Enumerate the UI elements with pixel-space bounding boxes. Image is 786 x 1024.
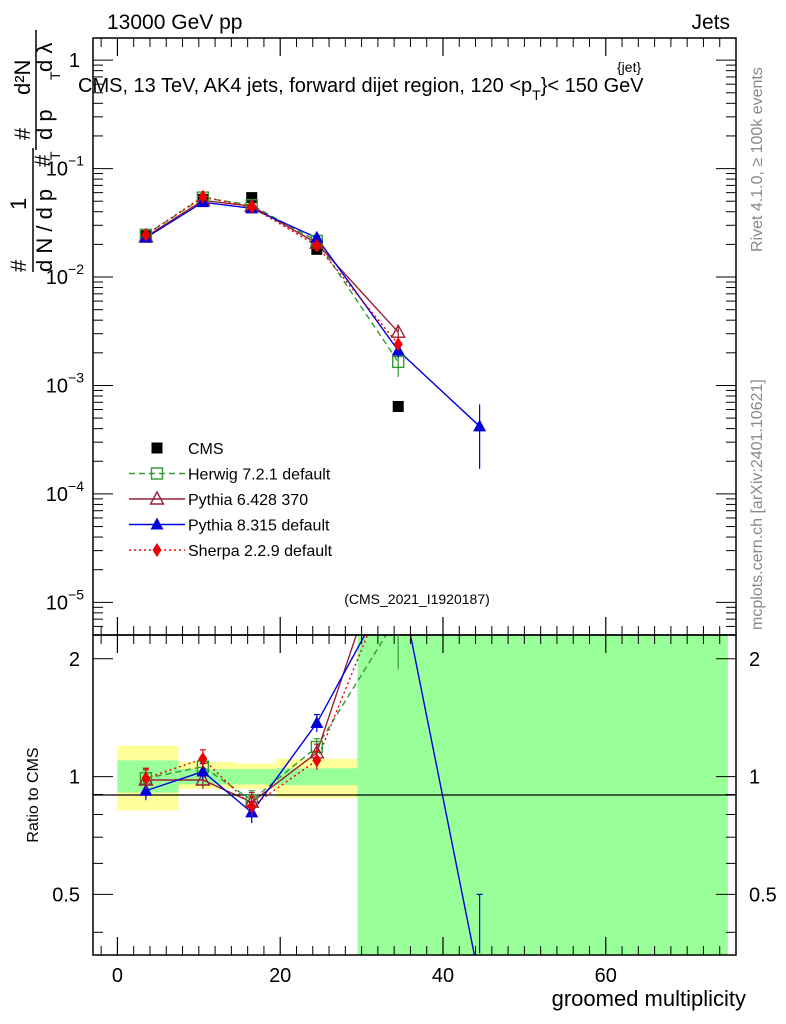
ratio-tick-label-left-2: 2 <box>69 649 80 671</box>
y-tick-label-5: 1 <box>69 50 80 72</box>
sherpa-2-2-9-default-ratio-point-2 <box>247 799 257 814</box>
svg-text:T: T <box>47 151 63 160</box>
herwig-7-2-1-default-ratio-point-4 <box>393 610 404 621</box>
pythia-8-315-default-point-3 <box>310 230 324 243</box>
pythia-8-315-default-ratio-point-3 <box>310 716 324 729</box>
pythia-6-428-370-line <box>145 199 399 333</box>
sherpa-2-2-9-default-point-0 <box>141 227 151 242</box>
pythia-6-428-370-ratio-point-1 <box>195 771 211 786</box>
y-tick-label-3: 10−2 <box>46 261 84 289</box>
legend-label: Sherpa 2.2.9 default <box>188 543 333 560</box>
pythia-8-315-default-point-5 <box>473 419 487 432</box>
legend-marker <box>152 543 162 557</box>
pythia-8-315-default-ratio-line <box>145 635 476 955</box>
legend-marker <box>151 442 163 454</box>
main-series-markers <box>138 189 487 469</box>
cms-point-4 <box>392 400 404 412</box>
header-right: Jets <box>691 11 730 34</box>
sherpa-2-2-9-default-ratio-point-1 <box>198 751 208 766</box>
y-tick-label-4: 10−1 <box>46 153 84 181</box>
ratio-y-axis-label: Ratio to CMS <box>25 747 42 842</box>
y-tick-label-2: 10−3 <box>46 369 84 397</box>
y-tick-label-1: 10−4 <box>46 478 84 506</box>
legend-entry-pythia-8-315-default: Pythia 8.315 default <box>129 517 330 535</box>
mcplots-reference: mcplots.cern.ch [arXiv:2401.10621] <box>749 379 766 630</box>
pythia-8-315-default-line <box>145 201 481 427</box>
ratio-tick-label-left-1: 1 <box>69 767 80 789</box>
cms-point-2 <box>246 192 258 204</box>
ratio-tick-label-right-0: 0.5 <box>749 884 777 906</box>
pythia-6-428-370-ratio-point-4 <box>392 503 405 515</box>
sherpa-2-2-9-default-point-4 <box>393 337 403 352</box>
chart-title: CMS, 13 TeV, AK4 jets, forward dijet reg… <box>78 75 644 103</box>
x-tick-label-40: 40 <box>432 965 454 987</box>
legend-marker <box>150 467 164 480</box>
legend-label: CMS <box>188 441 224 458</box>
legend-entry-herwig-7-2-1-default: Herwig 7.2.1 default <box>129 467 331 484</box>
pythia-8-315-default-ratio-point-5 <box>473 974 486 986</box>
header-left: 13000 GeV pp <box>107 11 242 34</box>
ratio-tick-label-right-2: 2 <box>749 649 760 671</box>
pythia-8-315-default-ratio-point-0 <box>139 783 153 796</box>
sherpa-2-2-9-default-point-2 <box>247 200 257 215</box>
x-axis-label: groomed multiplicity <box>552 986 746 1011</box>
x-tick-label-20: 20 <box>269 965 291 987</box>
sherpa-2-2-9-default-ratio-point-4 <box>394 552 403 566</box>
svg-text:#: # <box>30 154 55 167</box>
svg-text:#: # <box>10 127 35 140</box>
legend-marker <box>149 490 165 505</box>
ratio-stat-band-3 <box>276 768 358 786</box>
legend-entry-pythia-6-428-370: Pythia 6.428 370 <box>129 490 308 509</box>
chart-title-superscript: {jet} <box>617 59 641 75</box>
legend-entry-sherpa-2-2-9-default: Sherpa 2.2.9 default <box>129 543 333 560</box>
x-tick-label-0: 0 <box>112 965 123 987</box>
svg-text:#: # <box>6 259 31 272</box>
ratio-plot-frame <box>92 634 737 956</box>
pythia-8-315-default-ratio-point-1 <box>196 764 210 777</box>
y-axis-label: # 1 d N / d p # T d²N # d p T d λ <box>6 30 63 272</box>
legend-entry-cms: CMS <box>151 441 224 458</box>
svg-text:1: 1 <box>6 198 31 210</box>
svg-text:d²N: d²N <box>10 60 35 95</box>
sherpa-2-2-9-default-point-3 <box>312 238 322 253</box>
legend-label: Herwig 7.2.1 default <box>188 467 331 484</box>
ratio-series-markers <box>138 503 486 986</box>
herwig-7-2-1-default-line <box>145 196 399 363</box>
pythia-6-428-370-point-4 <box>390 323 406 338</box>
svg-text:d λ: d λ <box>32 43 57 72</box>
herwig-7-2-1-default-ratio-line <box>145 635 387 802</box>
ratio-stat-band-2 <box>235 769 277 785</box>
legend-label: Pythia 6.428 370 <box>188 492 308 509</box>
ratio-tick-label-right-1: 1 <box>749 767 760 789</box>
pythia-8-315-default-ratio-point-4 <box>392 567 405 579</box>
main-series-lines <box>145 195 481 427</box>
svg-text:d p: d p <box>32 109 57 140</box>
analysis-watermark: (CMS_2021_I1920187) <box>344 591 490 607</box>
legend-label: Pythia 8.315 default <box>188 518 330 535</box>
sherpa-2-2-9-default-line <box>145 195 399 345</box>
svg-text:T: T <box>47 71 63 80</box>
x-tick-label-60: 60 <box>595 965 617 987</box>
legend: CMS Herwig 7.2.1 default Pythia 6.428 370 P… <box>129 441 333 560</box>
ratio-tick-label-left-0: 0.5 <box>52 884 80 906</box>
legend-marker <box>150 517 164 530</box>
sherpa-2-2-9-default-point-1 <box>198 189 208 204</box>
sherpa-2-2-9-default-ratio-point-0 <box>141 771 151 786</box>
axes-ticks: 0 20 40 60 10−5 10−4 10−3 10−2 10−1 1 0.5 0.5 1 1 2 2 <box>46 38 777 987</box>
y-tick-label-0: 10−5 <box>46 586 84 614</box>
sherpa-2-2-9-default-ratio-point-3 <box>312 753 322 768</box>
rivet-version-note: Rivet 4.1.0, ≥ 100k events <box>749 67 766 252</box>
svg-text:d N / d p: d N / d p <box>32 189 57 272</box>
sherpa-2-2-9-default-ratio-line <box>145 635 369 808</box>
